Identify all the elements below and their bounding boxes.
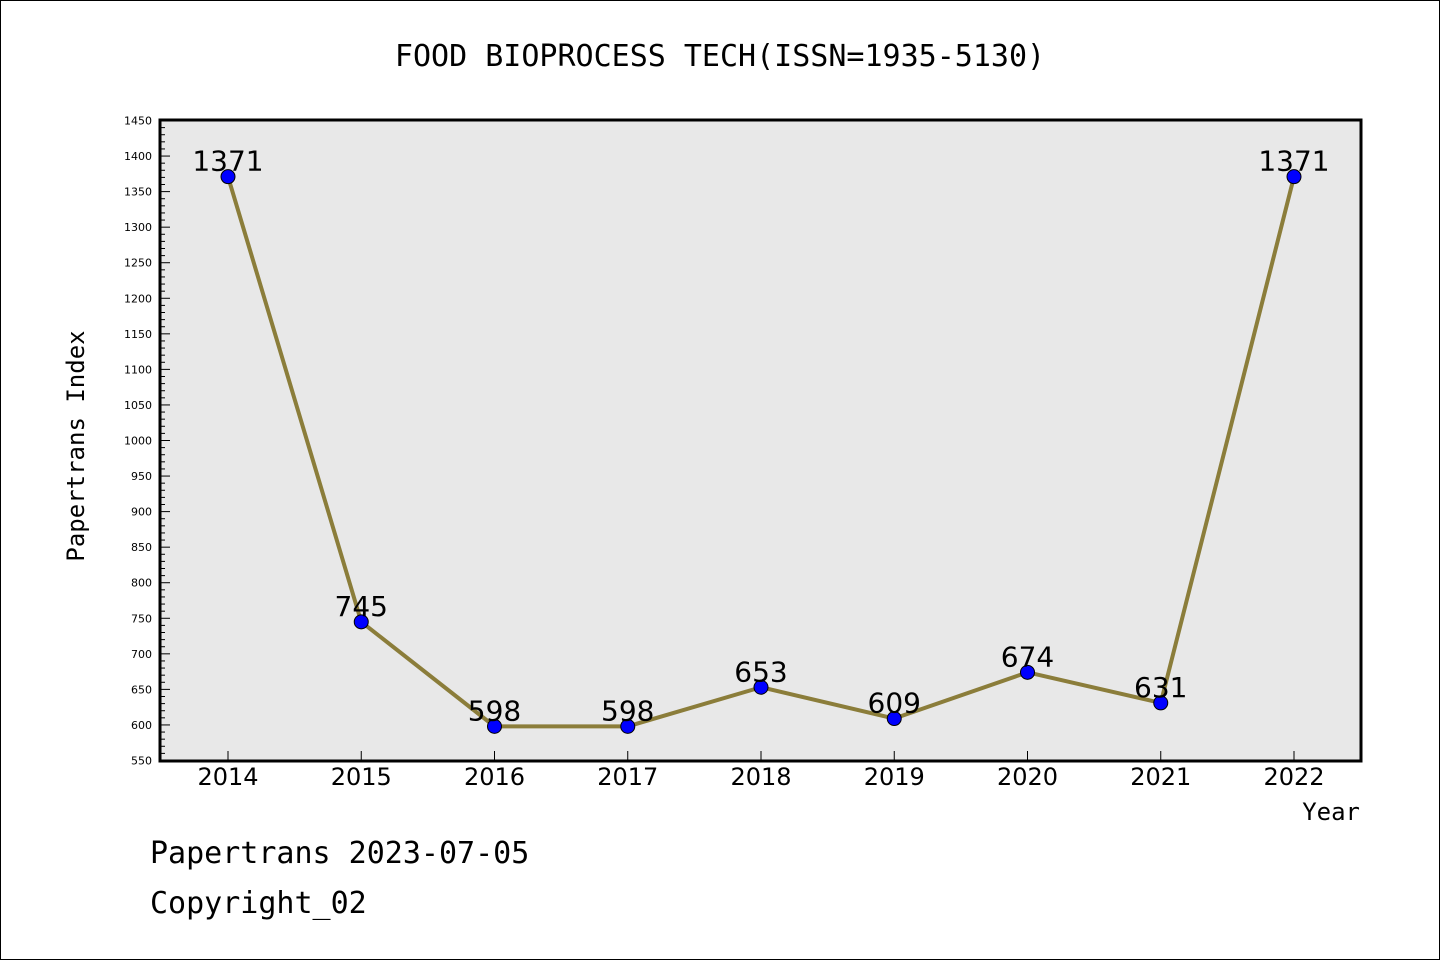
y-tick-label: 800 <box>131 577 152 590</box>
y-tick-label: 650 <box>131 683 152 696</box>
y-tick-label: 1400 <box>124 150 152 163</box>
x-tick-label: 2018 <box>730 763 791 791</box>
x-tick-label: 2022 <box>1263 763 1324 791</box>
x-tick-label: 2020 <box>997 763 1058 791</box>
data-label: 745 <box>335 590 388 623</box>
x-tick-label: 2017 <box>597 763 658 791</box>
data-point <box>753 679 769 695</box>
y-tick-label: 1200 <box>124 292 152 305</box>
footer-copyright: Copyright_02 <box>150 886 367 921</box>
data-point <box>620 718 636 734</box>
data-label: 598 <box>601 694 654 727</box>
data-label: 598 <box>468 694 521 727</box>
y-tick-label: 700 <box>131 648 152 661</box>
x-tick-label: 2019 <box>864 763 925 791</box>
y-tick-label: 600 <box>131 719 152 732</box>
y-tick-label: 1100 <box>124 363 152 376</box>
data-label: 609 <box>868 687 921 720</box>
plot-area <box>158 118 1363 763</box>
y-axis-label: Papertrans Index <box>62 330 90 561</box>
data-point <box>886 711 902 727</box>
y-tick-label: 1450 <box>124 115 152 128</box>
x-tick-label: 2021 <box>1130 763 1191 791</box>
data-point <box>487 718 502 734</box>
y-tick-label: 1350 <box>124 186 152 199</box>
y-tick-label: 950 <box>131 470 152 483</box>
x-axis-label: Year <box>1302 798 1360 826</box>
footer-date: Papertrans 2023-07-05 <box>150 836 530 871</box>
y-tick-label: 1150 <box>124 328 152 341</box>
data-point <box>1020 664 1035 680</box>
data-label: 1371 <box>192 145 263 178</box>
data-point <box>220 169 236 185</box>
y-tick-label: 900 <box>131 506 152 519</box>
x-axis: 2014 2015 2016 2017 2018 2019 2020 2021 2022 <box>197 751 1325 791</box>
data-labels: 1371 745 598 598 653 609 674 631 1371 <box>192 145 1329 728</box>
data-label: 674 <box>1001 640 1054 673</box>
y-tick-label: 850 <box>131 541 152 554</box>
data-label: 1371 <box>1258 145 1329 178</box>
y-tick-label: 750 <box>131 612 152 625</box>
y-axis: 550 600 650 700 750 800 850 900 950 1000 1050 1100 1… <box>124 115 170 768</box>
x-tick-label: 2014 <box>197 763 258 791</box>
data-label: 631 <box>1134 671 1187 704</box>
data-label: 653 <box>734 655 787 688</box>
y-tick-label: 1250 <box>124 257 152 270</box>
data-point <box>1286 169 1302 185</box>
y-tick-label: 550 <box>131 755 152 768</box>
x-tick-label: 2016 <box>464 763 525 791</box>
x-tick-label: 2015 <box>331 763 392 791</box>
data-point <box>353 614 369 630</box>
y-tick-label: 1300 <box>124 221 152 234</box>
series-layer <box>220 169 1302 734</box>
chart-title: FOOD BIOPROCESS TECH(ISSN=1935-5130) <box>395 39 1045 74</box>
y-tick-label: 1050 <box>124 399 152 412</box>
y-tick-label: 1000 <box>124 435 152 448</box>
data-point <box>1153 695 1169 711</box>
